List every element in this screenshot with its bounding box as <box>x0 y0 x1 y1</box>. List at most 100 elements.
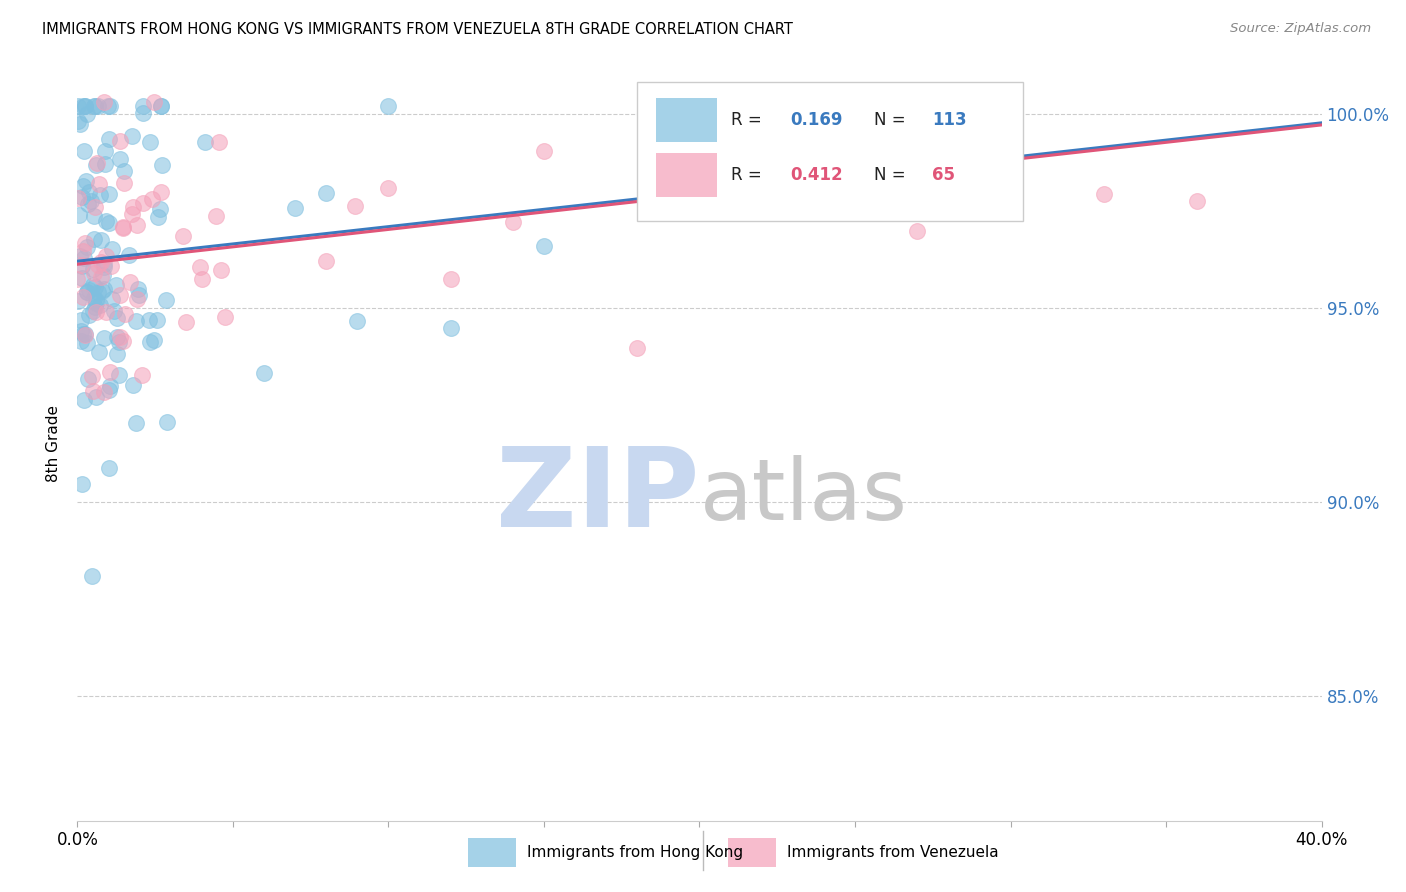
Point <box>70 477 93 491</box>
Point <box>105 310 128 325</box>
Point <box>77 185 100 199</box>
Point <box>69 117 91 131</box>
Point <box>112 221 135 235</box>
Point <box>83 232 105 246</box>
Point <box>938 120 960 134</box>
Point <box>100 293 122 307</box>
Point <box>141 192 163 206</box>
Point <box>87 345 110 359</box>
Point <box>66 272 89 286</box>
Point <box>190 271 212 285</box>
FancyBboxPatch shape <box>657 153 717 197</box>
Point <box>86 258 108 272</box>
Point <box>84 391 107 405</box>
Point <box>174 315 197 329</box>
Point <box>626 342 648 356</box>
Text: R =: R = <box>731 166 766 184</box>
Point <box>73 251 96 265</box>
Point <box>138 135 160 149</box>
Text: N =: N = <box>873 166 911 184</box>
Point <box>124 416 146 430</box>
Point <box>1000 95 1022 109</box>
Text: 65: 65 <box>932 166 955 184</box>
Point <box>70 259 93 273</box>
Point <box>108 329 131 343</box>
Point <box>89 188 111 202</box>
Point <box>214 310 236 325</box>
Point <box>72 99 94 113</box>
Point <box>533 144 555 158</box>
Point <box>98 379 121 393</box>
Point <box>69 249 91 263</box>
Point <box>77 372 100 386</box>
Point <box>96 214 118 228</box>
Point <box>84 304 107 318</box>
Y-axis label: 8th Grade: 8th Grade <box>46 405 62 483</box>
Point <box>97 99 120 113</box>
Point <box>315 253 337 268</box>
Point <box>346 314 368 328</box>
Point <box>143 95 166 109</box>
Point <box>73 393 96 408</box>
Point <box>107 334 129 349</box>
Point <box>73 99 96 113</box>
Point <box>83 99 105 113</box>
Point <box>108 152 131 166</box>
Point <box>67 208 90 222</box>
Point <box>108 134 131 148</box>
Point <box>1000 99 1022 113</box>
Text: Immigrants from Hong Kong: Immigrants from Hong Kong <box>527 846 744 860</box>
Point <box>209 262 232 277</box>
Point <box>87 285 110 299</box>
Point <box>440 321 463 335</box>
Point <box>76 107 98 121</box>
Point <box>82 368 104 383</box>
Point <box>844 149 866 163</box>
Text: N =: N = <box>873 111 911 128</box>
Point <box>172 229 194 244</box>
Point <box>122 200 145 214</box>
Point <box>72 190 94 204</box>
Point <box>97 186 120 201</box>
Point <box>79 194 101 208</box>
Point <box>148 211 170 225</box>
Point <box>79 284 101 298</box>
Point <box>84 293 107 307</box>
Point <box>128 288 150 302</box>
Text: 0.412: 0.412 <box>790 166 844 184</box>
Point <box>98 384 121 398</box>
Point <box>315 186 337 201</box>
Text: IMMIGRANTS FROM HONG KONG VS IMMIGRANTS FROM VENEZUELA 8TH GRADE CORRELATION CHA: IMMIGRANTS FROM HONG KONG VS IMMIGRANTS … <box>42 22 793 37</box>
Point <box>87 177 110 191</box>
Point <box>75 174 97 188</box>
Point <box>76 285 98 300</box>
Point <box>107 368 129 382</box>
Point <box>73 145 96 159</box>
Point <box>344 199 367 213</box>
Point <box>208 135 231 149</box>
Point <box>107 347 129 361</box>
Point <box>90 233 112 247</box>
Point <box>90 255 112 269</box>
Point <box>98 132 121 146</box>
Point <box>121 207 143 221</box>
FancyBboxPatch shape <box>657 98 717 143</box>
Point <box>105 278 128 293</box>
Point <box>155 293 177 307</box>
Point <box>70 258 93 272</box>
Point <box>103 304 125 318</box>
Point <box>112 220 135 235</box>
Point <box>98 365 121 379</box>
Point <box>112 164 135 178</box>
Point <box>76 240 98 254</box>
Point <box>86 156 108 170</box>
Point <box>66 99 89 113</box>
Point <box>98 99 121 113</box>
Point <box>70 324 93 338</box>
Point <box>143 334 166 348</box>
Text: R =: R = <box>731 111 766 128</box>
Text: 0.169: 0.169 <box>790 111 842 128</box>
Point <box>111 334 134 349</box>
Point <box>93 95 115 109</box>
Point <box>118 275 141 289</box>
